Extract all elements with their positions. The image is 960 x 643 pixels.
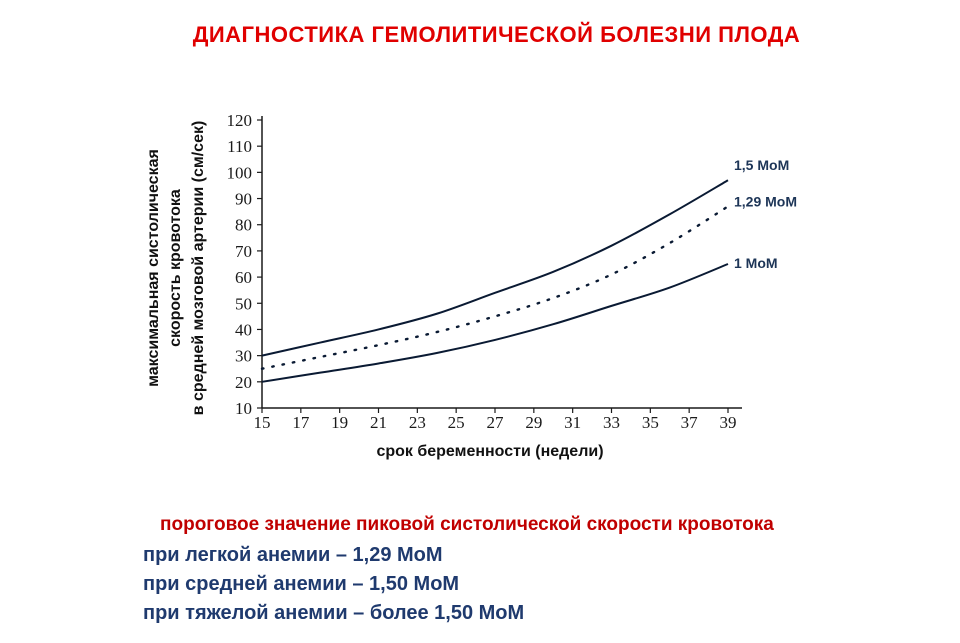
y-tick-label: 110	[227, 137, 252, 156]
y-tick-label: 100	[227, 163, 253, 182]
y-tick-label: 70	[235, 242, 252, 261]
x-tick-label: 23	[409, 413, 426, 432]
note-severe-anemia: при тяжелой анемии – более 1,50 МоМ	[143, 602, 525, 624]
hemolytic-disease-chart: максимальная систолическая скорость крово…	[145, 111, 797, 460]
y-tick-label: 120	[227, 111, 253, 130]
note-moderate-anemia: при средней анемии – 1,50 МоМ	[143, 573, 460, 595]
y-tick-label: 30	[235, 347, 252, 366]
x-tick-label: 33	[603, 413, 620, 432]
y-axis-label-line: в средней мозговой артерии (см/сек)	[190, 121, 207, 416]
x-tick-label: 17	[292, 413, 310, 432]
x-tick-label: 27	[487, 413, 505, 432]
series-line	[261, 179, 729, 357]
y-tick-label: 40	[235, 320, 252, 339]
x-tick-label: 35	[642, 413, 659, 432]
series-line	[261, 263, 729, 383]
x-tick-label: 25	[448, 413, 465, 432]
series-label: 1 MoM	[734, 255, 778, 271]
x-tick-label: 31	[564, 413, 581, 432]
page-title: ДИАГНОСТИКА ГЕМОЛИТИЧЕСКОЙ БОЛЕЗНИ ПЛОДА	[192, 22, 801, 47]
axes	[261, 116, 742, 409]
x-tick-label: 19	[331, 413, 348, 432]
x-tick-label: 37	[681, 413, 699, 432]
y-tick-label: 10	[235, 399, 252, 418]
series-line	[260, 205, 730, 370]
y-tick-label: 60	[235, 268, 252, 287]
series-label: 1,29 MoM	[734, 193, 797, 209]
y-tick-label: 90	[235, 190, 252, 209]
y-axis-label: максимальная систолическая скорость крово…	[145, 121, 207, 416]
y-tick-label: 80	[235, 216, 252, 235]
x-tick-label: 21	[370, 413, 387, 432]
series-labels: 1,5 MoM 1,29 MoM 1 MoM	[734, 157, 797, 271]
x-tick-label: 39	[720, 413, 737, 432]
y-axis-label-line: скорость кровотока	[167, 189, 184, 347]
series-lines	[260, 179, 730, 383]
y-axis-label-line: максимальная систолическая	[145, 149, 162, 387]
y-tick-label: 20	[235, 373, 252, 392]
y-axis-ticks: 10 20 30 40 50 60 70 80 90 100 110 120	[227, 111, 262, 418]
y-tick-label: 50	[235, 294, 252, 313]
x-axis-label: срок беременности (недели)	[376, 443, 603, 460]
series-label: 1,5 MoM	[734, 157, 789, 173]
x-tick-label: 29	[525, 413, 542, 432]
x-tick-label: 15	[254, 413, 271, 432]
note-mild-anemia: при легкой анемии – 1,29 МоМ	[143, 544, 443, 566]
x-axis-ticks: 15 17 19 21 23 25 27 29 31 33 35 37 39	[254, 408, 737, 432]
notes-heading: пороговое значение пиковой систолической…	[160, 514, 774, 535]
